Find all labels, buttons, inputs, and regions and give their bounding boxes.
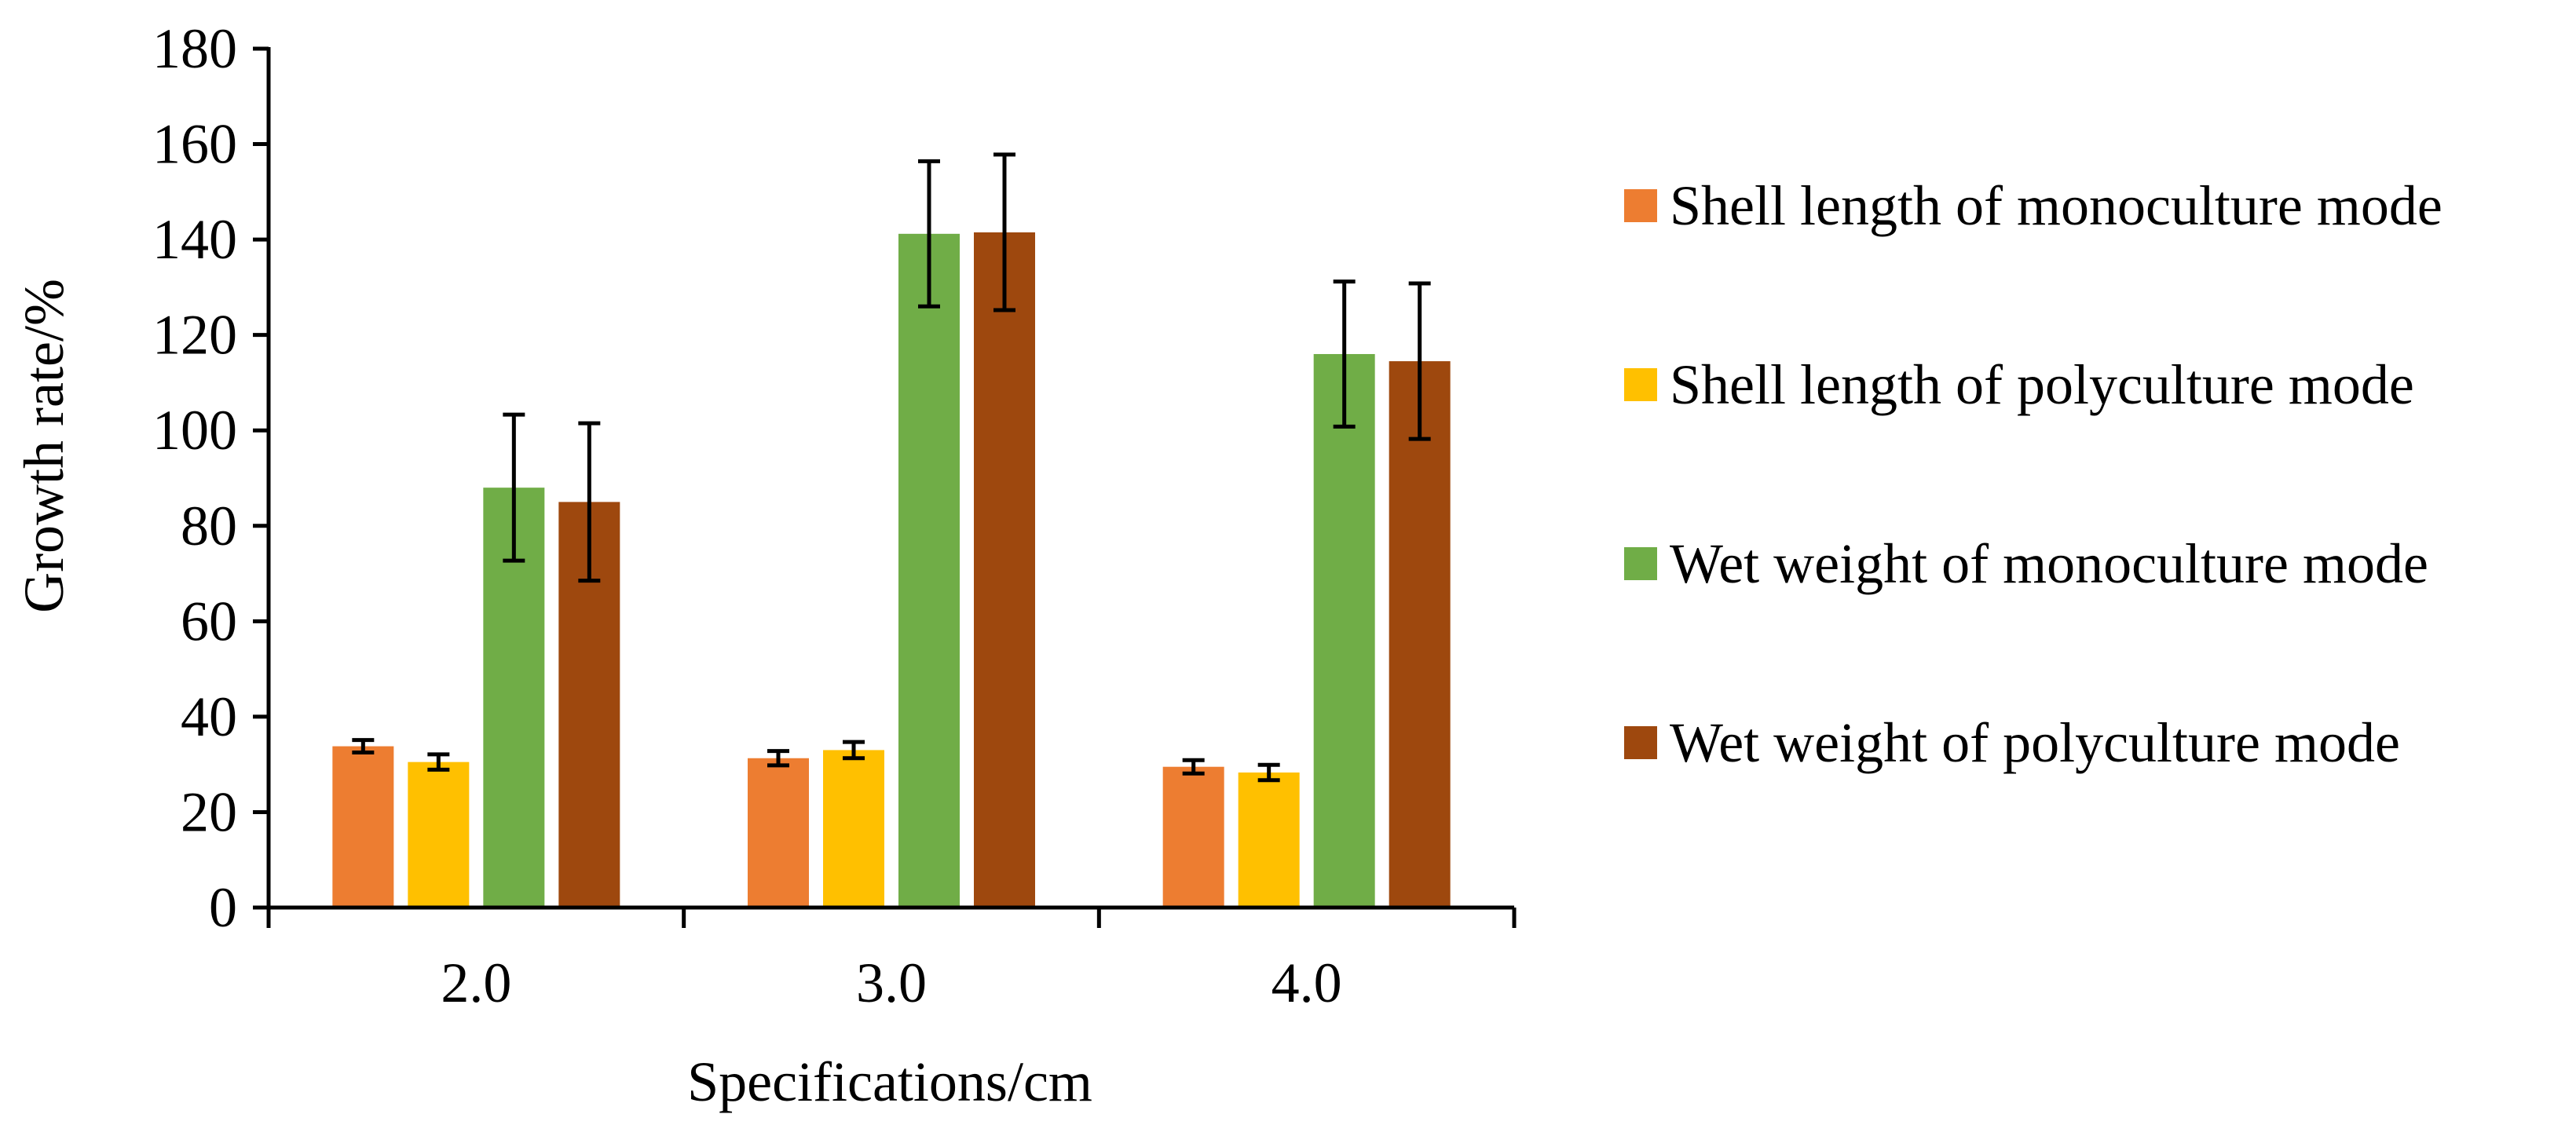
- legend-swatch: [1624, 726, 1657, 759]
- y-tick-label: 60: [181, 590, 237, 652]
- bar-3-3-0: [898, 233, 960, 908]
- x-tick-label: 4.0: [1272, 952, 1342, 1014]
- y-tick-label: 120: [152, 304, 237, 367]
- error-bars-layer: [352, 152, 1431, 783]
- y-tick-label: 160: [152, 113, 237, 176]
- x-axis-title: Specifications/cm: [687, 1050, 1092, 1113]
- error-bar-4-2-0: [578, 421, 601, 583]
- bar-4-4-0: [1389, 361, 1451, 908]
- legend-swatch: [1624, 189, 1657, 222]
- bar-1-2-0: [332, 746, 394, 908]
- legend-item-1: Shell length of monoculture mode: [1624, 174, 2442, 237]
- error-bar-2-2-0: [427, 752, 450, 772]
- bar-3-4-0: [1313, 353, 1375, 908]
- error-bar-3-2-0: [503, 412, 525, 563]
- y-tick-label: 100: [152, 399, 237, 462]
- error-bar-1-4-0: [1182, 758, 1205, 776]
- y-tick-label: 180: [152, 17, 237, 80]
- legend-label: Shell length of polyculture mode: [1670, 353, 2414, 416]
- y-tick-label: 140: [152, 208, 237, 271]
- error-bar-4-4-0: [1408, 281, 1431, 441]
- bar-2-2-0: [408, 762, 470, 908]
- bar-4-3-0: [974, 232, 1035, 908]
- legend-swatch: [1624, 368, 1657, 401]
- legend: Shell length of monoculture mode Shell le…: [1624, 174, 2442, 774]
- bar-1-3-0: [748, 758, 809, 908]
- legend-label: Wet weight of monoculture mode: [1670, 532, 2428, 595]
- legend-item-3: Wet weight of monoculture mode: [1624, 532, 2428, 595]
- tick-labels-layer: 0 20 40 60 80 100 120 140 160 180 2.0 3.0 4.0: [152, 17, 1342, 1014]
- y-tick-label: 80: [181, 495, 237, 557]
- y-tick-label: 40: [181, 685, 237, 748]
- error-bar-1-2-0: [352, 738, 375, 754]
- bar-1-4-0: [1162, 766, 1224, 908]
- x-tick-label: 3.0: [856, 952, 927, 1014]
- legend-item-4: Wet weight of polyculture mode: [1624, 711, 2400, 774]
- bar-2-4-0: [1238, 772, 1300, 908]
- error-bar-3-4-0: [1333, 279, 1356, 429]
- y-axis-title: Growth rate/%: [13, 279, 75, 613]
- bars-layer: [332, 232, 1451, 908]
- error-bar-1-3-0: [767, 749, 789, 768]
- error-bar-4-3-0: [993, 152, 1015, 312]
- legend-label: Shell length of monoculture mode: [1670, 174, 2442, 237]
- bar-2-3-0: [823, 750, 884, 908]
- y-tick-label: 20: [181, 780, 237, 843]
- axes-layer: [253, 46, 1517, 928]
- x-tick-label: 2.0: [441, 952, 511, 1014]
- y-tick-label: 0: [209, 876, 237, 939]
- legend-item-2: Shell length of polyculture mode: [1624, 353, 2414, 416]
- legend-label: Wet weight of polyculture mode: [1670, 711, 2400, 774]
- error-bar-3-3-0: [918, 159, 940, 309]
- legend-swatch: [1624, 547, 1657, 580]
- error-bar-2-3-0: [843, 740, 865, 761]
- error-bar-2-4-0: [1257, 762, 1280, 783]
